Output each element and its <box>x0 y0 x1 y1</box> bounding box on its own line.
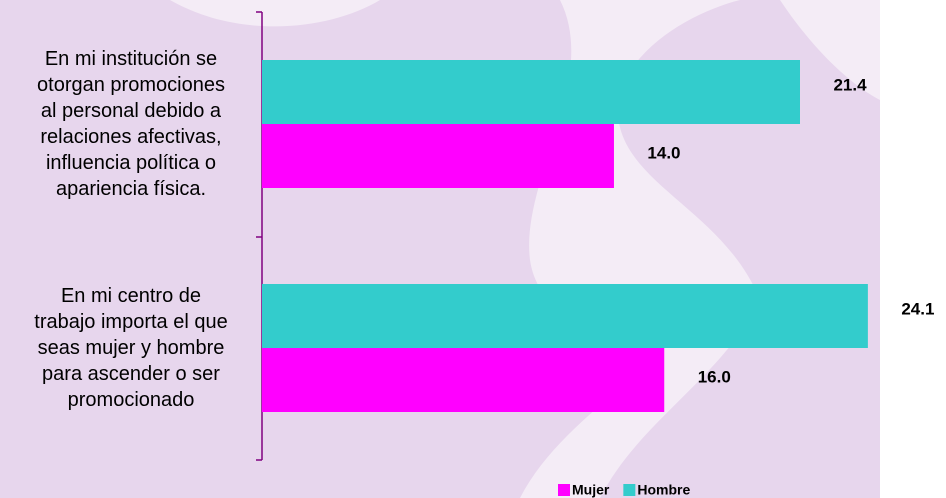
legend-swatch <box>623 484 636 496</box>
decoration <box>780 0 880 100</box>
bar <box>262 124 614 188</box>
category-label: En mi institución se otorgan promociones… <box>37 48 225 200</box>
legend-label: Hombre <box>637 482 690 498</box>
value-label: 21.4 <box>833 75 867 94</box>
bar <box>262 60 800 124</box>
legend-label: Mujer <box>572 482 610 498</box>
bar <box>262 284 868 348</box>
decoration <box>170 0 380 27</box>
value-label: 16.0 <box>698 367 731 386</box>
legend-swatch <box>558 484 570 496</box>
category-label: En mi centro de trabajo importa el que s… <box>34 285 228 411</box>
bar <box>262 348 665 412</box>
value-label: 14.0 <box>647 143 680 162</box>
value-label: 24.1 <box>901 299 934 318</box>
